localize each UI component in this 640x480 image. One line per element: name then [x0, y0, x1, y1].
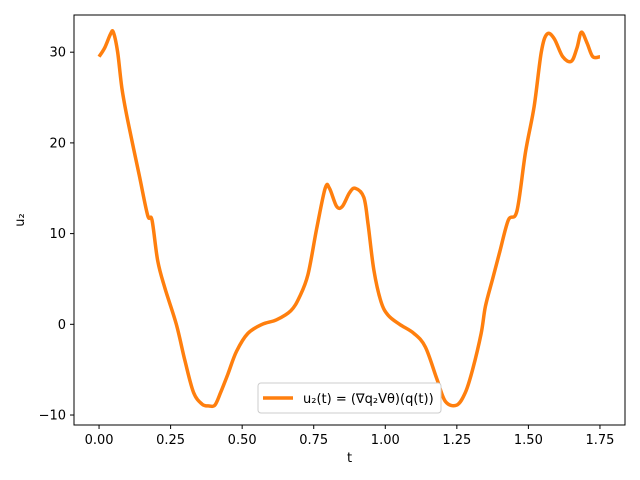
legend: u₂(t) = (∇q₂Vθ)(q(t)) [257, 382, 442, 414]
x-tick-label: 0.00 [85, 433, 114, 448]
y-tick-label: 30 [49, 46, 66, 61]
x-tick-label: 0.50 [228, 433, 257, 448]
y-axis: −10 0 10 20 30 [39, 46, 74, 424]
legend-box [257, 382, 442, 414]
x-tick-label: 1.00 [371, 433, 400, 448]
y-tick-label: −10 [39, 409, 66, 424]
x-axis-label: t [347, 451, 352, 466]
y-axis-label: u₂ [13, 213, 28, 226]
x-axis: 0.00 0.25 0.50 0.75 1.00 1.25 1.50 1.75 [85, 425, 614, 448]
legend-entry-label: u₂(t) = (∇q₂Vθ)(q(t)) [303, 392, 434, 407]
x-tick-label: 0.75 [299, 433, 328, 448]
x-tick-label: 1.50 [514, 433, 543, 448]
x-tick-label: 1.75 [585, 433, 614, 448]
x-tick-label: 1.25 [442, 433, 471, 448]
y-tick-label: 0 [58, 318, 66, 333]
series-layer [97, 29, 601, 409]
series-line-0 [97, 29, 601, 409]
x-tick-label: 0.25 [156, 433, 185, 448]
y-tick-label: 10 [49, 227, 66, 242]
y-tick-label: 20 [49, 136, 66, 151]
plot-frame [73, 14, 626, 426]
